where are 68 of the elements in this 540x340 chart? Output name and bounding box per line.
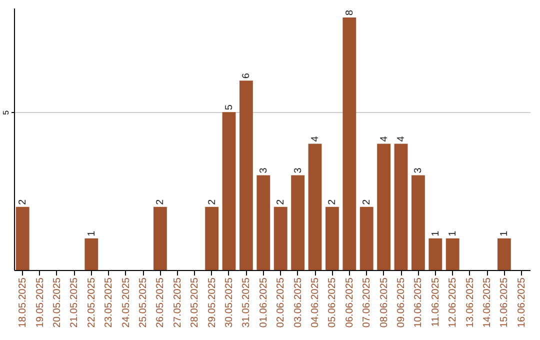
data-label: 3 — [258, 167, 270, 174]
x-tick-label: 01.06.2025 — [258, 277, 270, 328]
data-label: 1 — [430, 230, 442, 236]
x-tick-label: 07.06.2025 — [362, 277, 373, 328]
bar — [394, 144, 408, 270]
bar — [325, 206, 339, 270]
data-label: 2 — [206, 198, 218, 205]
x-tick-label: 27.05.2025 — [172, 277, 184, 328]
x-tick-label: 23.05.2025 — [104, 277, 115, 328]
data-label: 1 — [448, 230, 459, 236]
data-label: 2 — [276, 198, 287, 205]
data-label: 5 — [224, 104, 235, 110]
data-label: 3 — [413, 167, 424, 174]
x-tick-label: 21.05.2025 — [69, 277, 80, 328]
bar — [308, 144, 322, 270]
bar — [239, 80, 253, 270]
x-tick-label: 03.06.2025 — [292, 277, 304, 328]
bar — [446, 238, 460, 270]
bar — [205, 206, 219, 270]
bar — [222, 112, 236, 270]
data-label: 4 — [396, 136, 407, 142]
x-tick-label: 04.06.2025 — [310, 277, 321, 328]
x-tick-label: 28.05.2025 — [190, 277, 201, 328]
x-tick-label: 12.06.2025 — [448, 277, 459, 328]
x-tick-label: 14.06.2025 — [482, 277, 493, 328]
x-tick-label: 18.05.2025 — [18, 277, 29, 328]
data-label: 8 — [344, 9, 356, 16]
bar — [256, 175, 270, 270]
bar — [360, 206, 374, 270]
x-tick-label: 22.05.2025 — [86, 277, 98, 328]
data-label: 4 — [310, 136, 321, 142]
x-tick-label: 13.06.2025 — [464, 277, 476, 328]
bar — [16, 206, 30, 270]
x-tick-label: 15.06.2025 — [499, 277, 510, 328]
x-tick-label: 31.05.2025 — [241, 277, 252, 328]
bar — [274, 206, 288, 270]
bar — [497, 238, 511, 270]
x-tick-label: 06.06.2025 — [344, 277, 356, 328]
x-tick-label: 25.05.2025 — [138, 277, 149, 328]
data-label: 2 — [362, 198, 373, 205]
data-label: 2 — [327, 198, 338, 205]
data-label: 1 — [499, 230, 510, 236]
x-tick-label: 24.05.2025 — [120, 277, 132, 328]
bar — [428, 238, 442, 270]
x-tick-label: 26.05.2025 — [155, 277, 166, 328]
data-label: 1 — [86, 230, 98, 236]
x-tick-label: 29.05.2025 — [206, 277, 218, 328]
x-tick-label: 09.06.2025 — [396, 277, 407, 328]
data-label: 2 — [155, 198, 166, 205]
x-tick-label: 19.05.2025 — [34, 277, 46, 328]
data-label: 6 — [241, 72, 252, 79]
bar — [84, 238, 98, 270]
x-tick-label: 10.06.2025 — [413, 277, 424, 328]
bar — [377, 144, 391, 270]
x-tick-label: 30.05.2025 — [224, 277, 235, 328]
data-label: 3 — [292, 167, 304, 174]
x-tick-label: 20.05.2025 — [52, 277, 63, 328]
x-tick-label: 02.06.2025 — [276, 277, 287, 328]
x-tick-label: 11.06.2025 — [430, 277, 442, 327]
x-tick-label: 16.06.2025 — [516, 277, 528, 328]
data-label: 4 — [378, 136, 390, 142]
data-label: 2 — [18, 198, 29, 205]
x-tick-label: 05.06.2025 — [327, 277, 338, 328]
x-tick-label: 08.06.2025 — [378, 277, 390, 328]
bar — [342, 17, 356, 270]
bar — [153, 206, 167, 270]
bar — [411, 175, 425, 270]
bar — [291, 175, 305, 270]
